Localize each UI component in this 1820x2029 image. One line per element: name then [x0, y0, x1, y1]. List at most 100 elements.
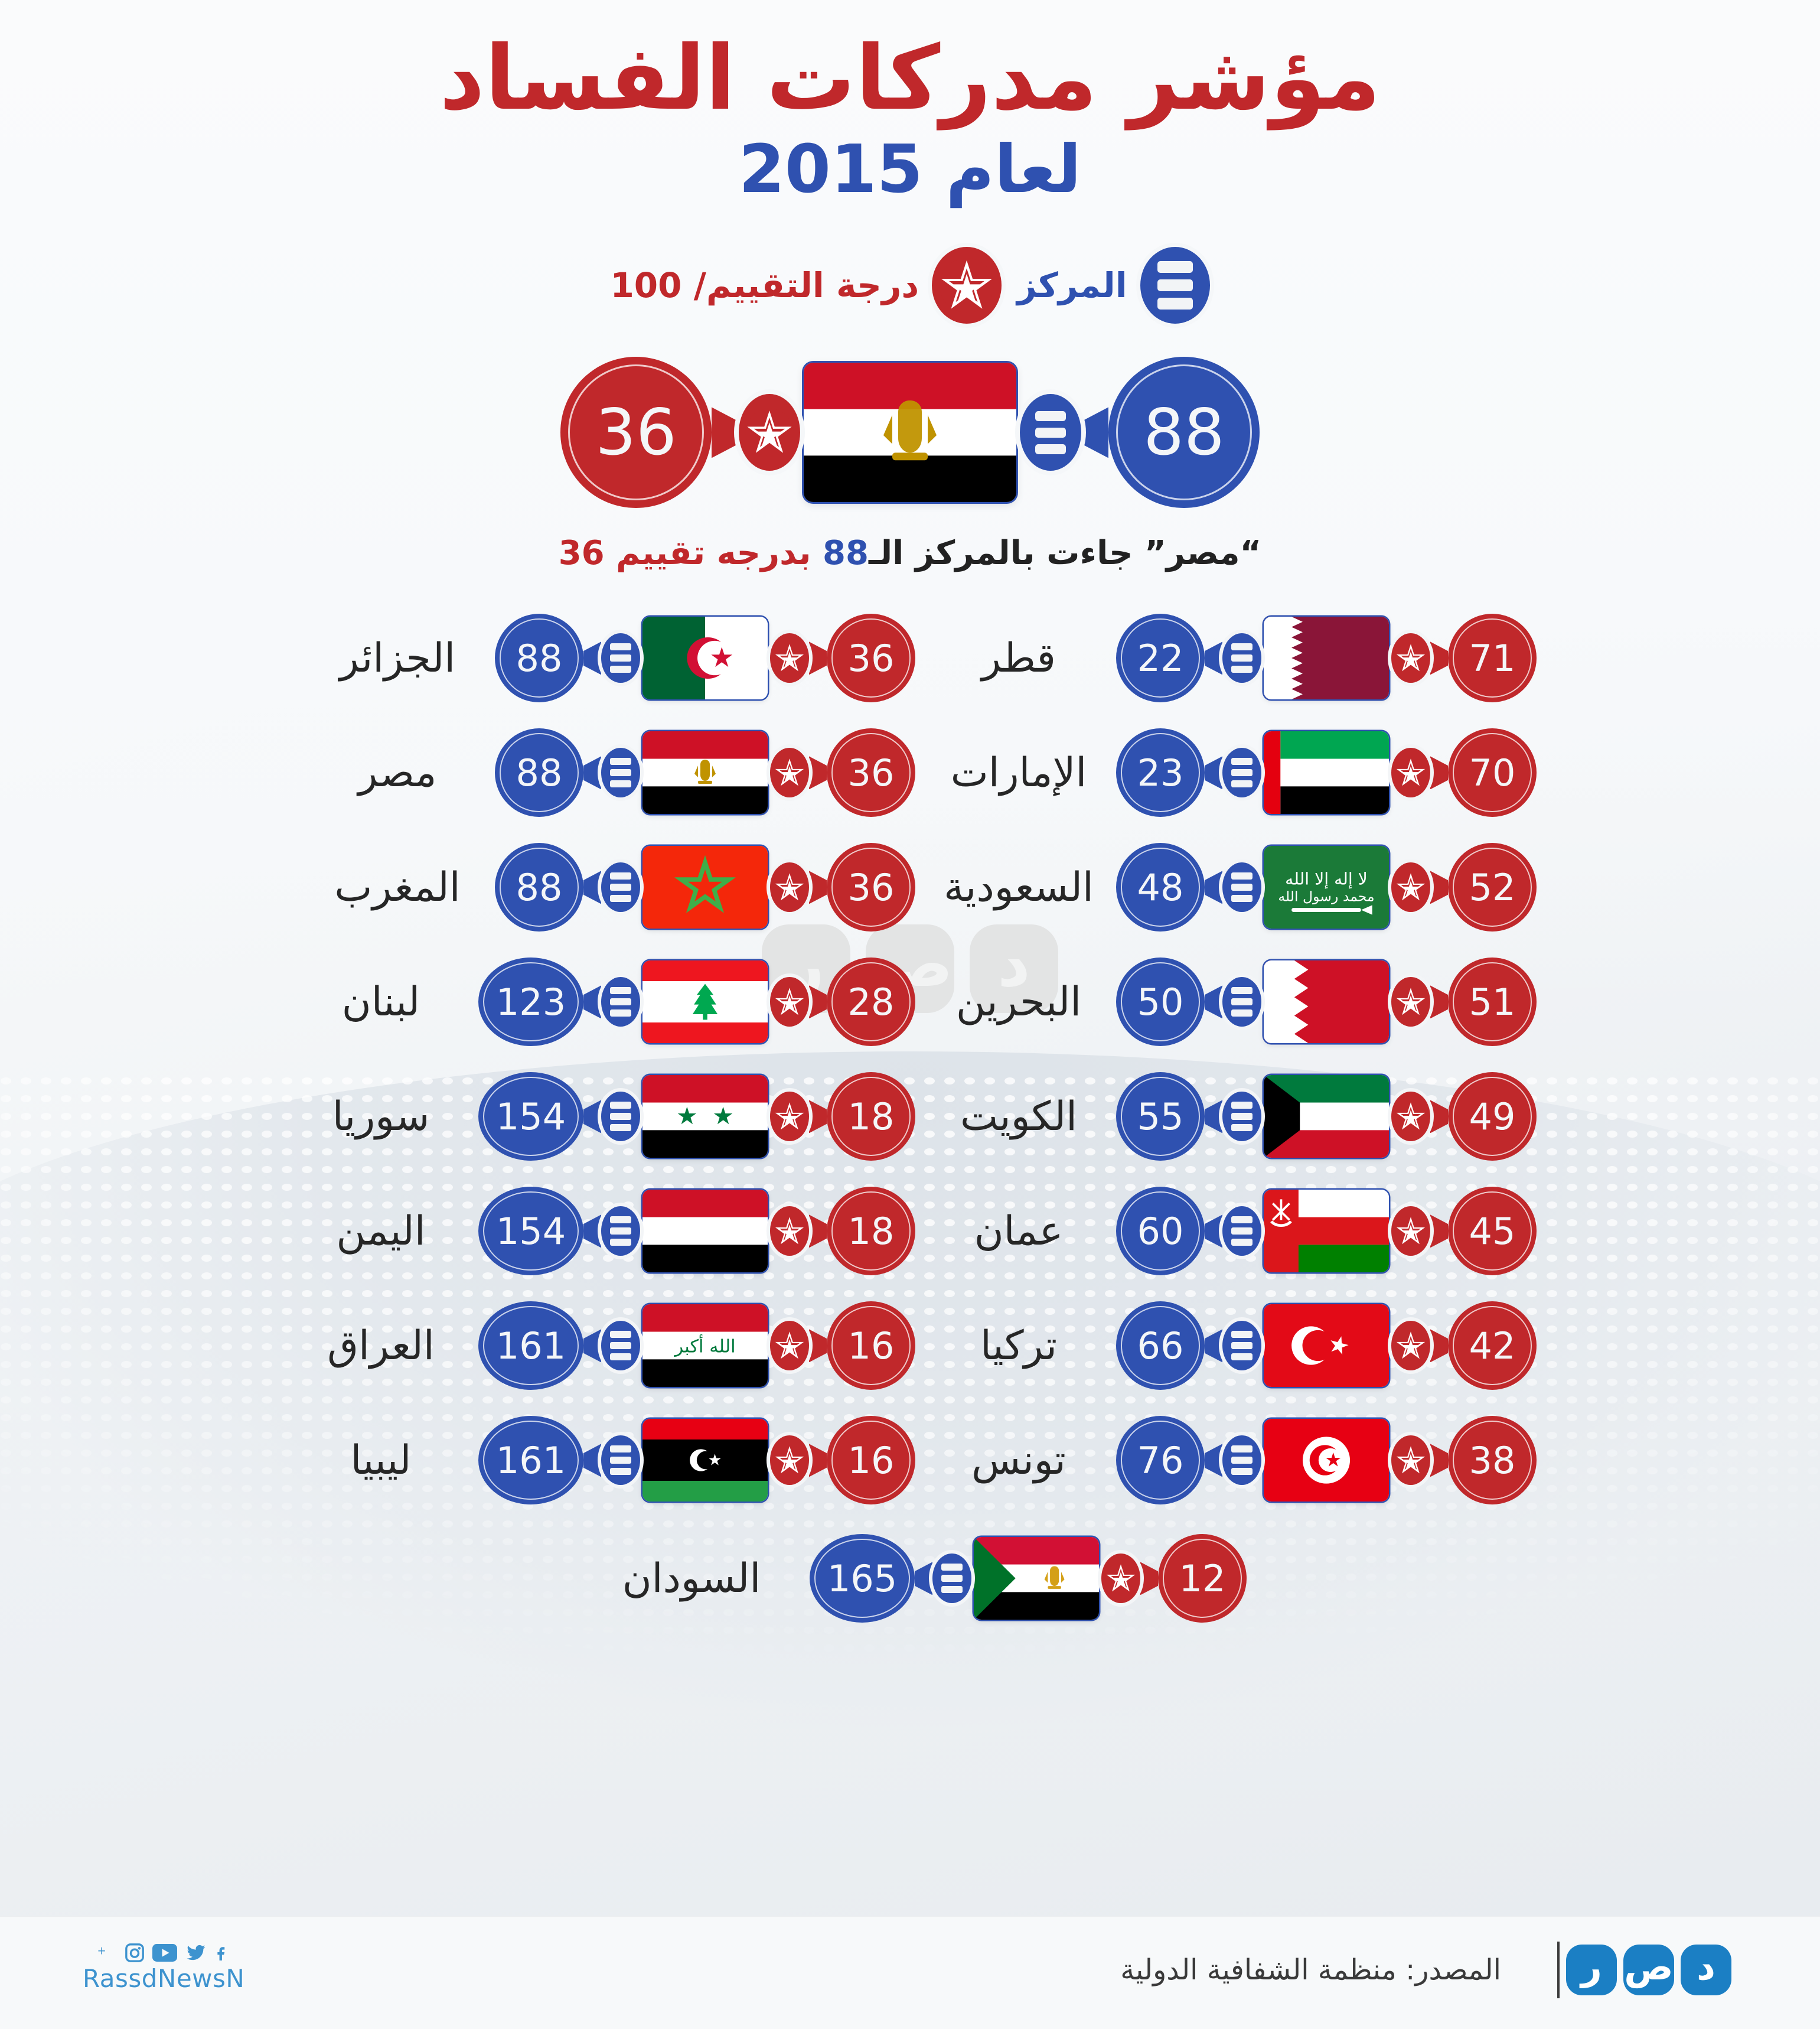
legend-score-label: درجة التقييم/ 100	[610, 265, 919, 306]
bars-icon	[1222, 862, 1261, 913]
svg-text:محمد رسول الله: محمد رسول الله	[1278, 888, 1374, 905]
country-name: البحرين	[955, 978, 1082, 1025]
score-connector	[809, 871, 827, 904]
table-row: 36 88 الجزائر	[283, 607, 915, 709]
yemen-flag	[642, 1190, 768, 1273]
star-glyph	[940, 258, 994, 313]
star-glyph	[774, 872, 805, 903]
rank-connector	[1205, 1329, 1222, 1363]
twitter-icon[interactable]	[185, 1943, 207, 1963]
score-connector	[809, 985, 827, 1019]
rank-value: 48	[1116, 843, 1205, 932]
star-icon	[770, 1206, 809, 1256]
score-value: 12	[1158, 1534, 1247, 1623]
country-name: المغرب	[334, 864, 461, 911]
rank-connector	[1205, 1100, 1222, 1134]
country-unit: 36 88	[495, 614, 915, 703]
featured-score-connector	[712, 407, 739, 458]
star-icon	[770, 1092, 809, 1142]
morocco-flag	[642, 846, 768, 929]
star-glyph	[774, 757, 805, 789]
bars-icon	[1140, 247, 1210, 324]
score-connector	[1430, 871, 1448, 904]
table-row: 42 66 تركيا	[921, 1294, 1537, 1397]
country-unit: 42 66	[1116, 1301, 1537, 1390]
bars-glyph	[610, 1216, 631, 1246]
rank-connector	[1205, 871, 1222, 904]
country-name: تركيا	[980, 1322, 1058, 1369]
star-glyph	[1395, 1216, 1426, 1247]
score-connector	[809, 641, 827, 675]
caption-country: “مصر”	[1144, 534, 1262, 573]
star-glyph	[1395, 1101, 1426, 1132]
rank-connector	[1205, 756, 1222, 790]
star-icon	[1391, 748, 1430, 798]
youtube-icon[interactable]	[152, 1943, 178, 1963]
country-unit: 18 154	[478, 1187, 915, 1276]
star-icon	[770, 977, 809, 1027]
bars-glyph	[1231, 758, 1253, 788]
country-grid: 71 22 قطر 70 23 الإمار	[0, 607, 1820, 1512]
score-value: 51	[1448, 957, 1537, 1047]
qatar-flag	[1264, 617, 1389, 700]
score-connector	[809, 1444, 827, 1477]
caption-text-2: بدرجه تقييم	[616, 534, 811, 573]
score-connector	[1430, 985, 1448, 1019]
bars-glyph	[1231, 1102, 1253, 1132]
star-icon	[1391, 1206, 1430, 1256]
country-name: مصر	[358, 749, 437, 796]
rank-value: 161	[478, 1416, 583, 1505]
score-value: 42	[1448, 1301, 1537, 1390]
table-row: 45 60 عمان	[921, 1180, 1537, 1282]
social-handle[interactable]: RassdNewsN	[83, 1964, 245, 1993]
featured-rank-value: 88	[1108, 357, 1260, 509]
star-icon	[770, 1321, 809, 1371]
instagram-icon[interactable]	[125, 1943, 145, 1963]
logo-divider	[1557, 1942, 1560, 1998]
logo-letter: ر	[1566, 1945, 1617, 1995]
legend-item-score: درجة التقييم/ 100	[610, 247, 1002, 324]
country-unit: 36 88	[495, 843, 915, 932]
rank-connector	[915, 1562, 932, 1595]
rank-value: 22	[1116, 614, 1205, 703]
table-row: 18 154 اليمن	[283, 1180, 915, 1282]
score-connector	[1430, 1100, 1448, 1134]
svg-text:لا إله إلا الله: لا إله إلا الله	[1285, 869, 1368, 889]
kuwait-flag	[1264, 1075, 1389, 1158]
bars-glyph	[1231, 872, 1253, 903]
star-icon	[770, 633, 809, 683]
tunisia-flag	[1264, 1419, 1389, 1502]
country-name: اليمن	[336, 1207, 426, 1255]
social-icons: g+	[83, 1943, 244, 1963]
bars-icon	[601, 1092, 640, 1142]
bars-icon	[932, 1553, 971, 1604]
facebook-icon[interactable]	[215, 1943, 230, 1963]
saudi-arabia-flag: لا إله إلا الله محمد رسول الله	[1264, 846, 1389, 929]
header: مؤشر مدركات الفساد لعام 2015	[0, 0, 1820, 209]
score-value: 18	[827, 1187, 915, 1276]
bars-glyph	[1231, 643, 1253, 673]
legend-item-rank: المركز	[1017, 247, 1210, 324]
star-glyph	[1395, 1445, 1426, 1476]
rank-value: 154	[478, 1187, 583, 1276]
googleplus-icon[interactable]: g+	[97, 1943, 117, 1963]
legend-rank-label: المركز	[1017, 265, 1127, 306]
star-icon	[1391, 1321, 1430, 1371]
country-row-bottom: 12 165 السودان	[0, 1527, 1820, 1630]
featured-rank-connector	[1081, 407, 1108, 458]
caption-text-1: جاءت بالمركز الـ	[868, 534, 1133, 573]
score-value: 18	[827, 1072, 915, 1161]
table-row: 71 22 قطر	[921, 607, 1537, 709]
rassd-logo[interactable]: د ص ر	[1544, 1942, 1731, 1998]
bars-glyph	[1231, 987, 1253, 1017]
bars-glyph	[1231, 1445, 1253, 1476]
featured-score-value: 36	[560, 357, 712, 509]
rank-connector	[1205, 1444, 1222, 1477]
rank-value: 154	[478, 1072, 583, 1161]
star-icon	[1391, 1435, 1430, 1486]
score-value: 36	[827, 614, 915, 703]
star-glyph	[774, 986, 805, 1018]
rank-value: 88	[495, 843, 583, 932]
score-connector	[809, 1100, 827, 1134]
score-connector	[809, 1214, 827, 1248]
